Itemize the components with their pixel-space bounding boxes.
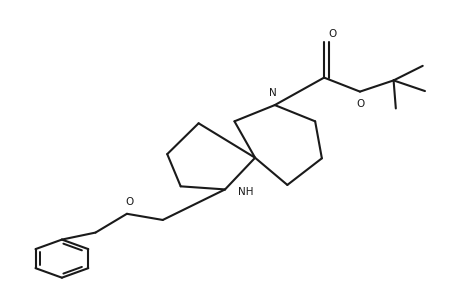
Text: NH: NH — [239, 187, 254, 197]
Text: O: O — [125, 197, 133, 207]
Text: N: N — [269, 88, 276, 98]
Text: O: O — [357, 99, 365, 109]
Text: O: O — [328, 29, 336, 39]
